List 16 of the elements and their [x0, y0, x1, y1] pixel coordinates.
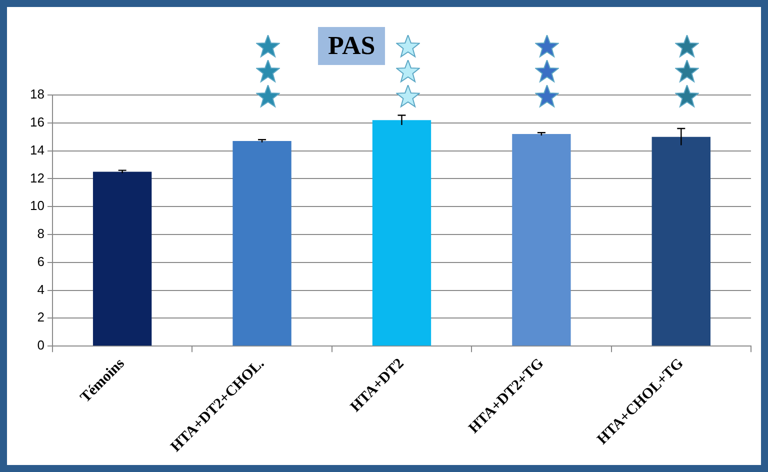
y-tick-label: 18: [30, 86, 44, 102]
bar: [232, 141, 292, 346]
bar: [512, 134, 571, 346]
bar: [92, 172, 152, 346]
y-tick-label: 2: [37, 310, 44, 325]
y-tick-label: 4: [37, 282, 44, 297]
y-tick-label: 6: [37, 254, 44, 269]
y-tick-label: 0: [37, 338, 44, 353]
y-tick-label: 12: [30, 170, 44, 186]
y-tick-label: 8: [37, 226, 44, 242]
bar: [652, 136, 710, 346]
bar: [372, 120, 432, 346]
y-tick-label: 10: [30, 198, 44, 214]
chart-title: PAS: [318, 27, 386, 65]
y-tick-label: 16: [30, 114, 44, 130]
y-tick-label: 14: [30, 142, 44, 158]
